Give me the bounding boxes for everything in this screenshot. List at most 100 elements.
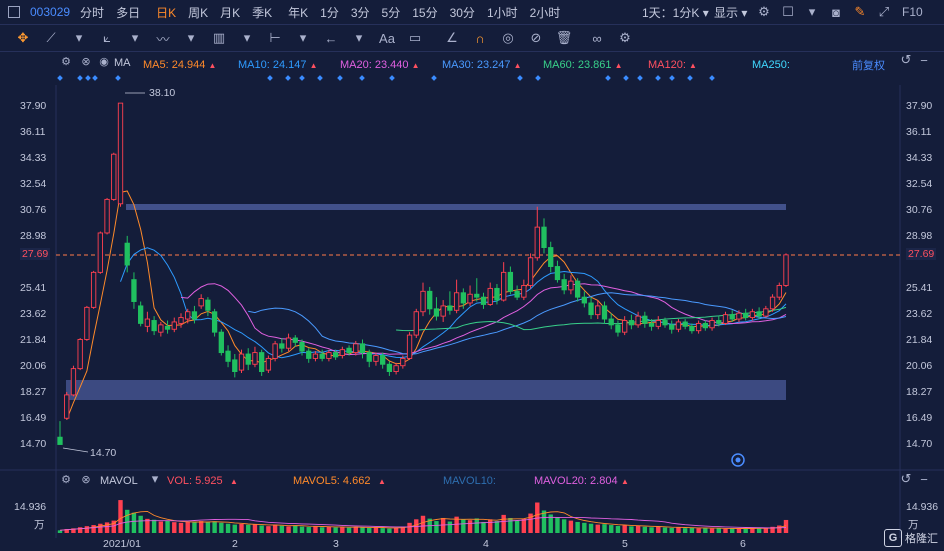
candle[interactable] [158, 324, 164, 333]
event-marker[interactable] [605, 75, 611, 81]
candle[interactable] [366, 352, 372, 362]
candle[interactable] [90, 271, 97, 308]
candle[interactable] [561, 279, 567, 291]
candle[interactable] [211, 311, 218, 333]
candle[interactable] [447, 305, 453, 311]
adjust-select[interactable]: 前复权 [852, 60, 885, 72]
candle[interactable] [669, 324, 675, 330]
candle[interactable] [285, 337, 292, 349]
event-marker[interactable] [655, 75, 661, 81]
event-marker[interactable] [285, 75, 291, 81]
candle[interactable] [326, 352, 332, 359]
candle[interactable] [675, 321, 682, 330]
candle[interactable] [548, 247, 554, 267]
candle[interactable] [581, 296, 587, 304]
candle[interactable] [763, 308, 769, 317]
undo-icon[interactable]: ↺ [900, 52, 912, 67]
event-marker[interactable] [669, 75, 675, 81]
period-tab[interactable]: 多日 [116, 5, 141, 20]
candle[interactable] [487, 287, 493, 305]
event-marker[interactable] [299, 75, 305, 81]
chevron-down-icon[interactable]: ▾ [299, 30, 307, 45]
candle[interactable] [259, 352, 265, 373]
candle[interactable] [292, 337, 298, 343]
candle[interactable] [729, 314, 735, 320]
candle[interactable] [635, 315, 641, 326]
ray-tool-icon[interactable]: ⟀ [103, 30, 111, 45]
candle[interactable] [608, 318, 614, 326]
hide-icon[interactable]: ⊘ [530, 30, 542, 45]
event-marker[interactable] [517, 75, 523, 81]
candle[interactable] [413, 311, 419, 336]
event-marker[interactable] [267, 75, 273, 81]
chart-tool-icon[interactable]: ▥ [212, 30, 226, 45]
candle[interactable] [312, 353, 319, 359]
period-tab[interactable]: 季K [252, 5, 273, 20]
candle[interactable] [595, 305, 601, 316]
candle[interactable] [554, 266, 561, 281]
candle[interactable] [57, 436, 63, 445]
candle[interactable] [474, 293, 480, 298]
candle[interactable] [104, 198, 110, 234]
event-marker[interactable] [85, 75, 91, 81]
measure-tool-icon[interactable]: ⊢ [269, 30, 281, 45]
period-tab[interactable]: 1小时 [486, 5, 518, 20]
chevron-down-icon[interactable]: ▾ [131, 30, 139, 45]
eye-icon[interactable]: ◉ [99, 55, 109, 68]
candle[interactable] [406, 334, 413, 359]
candle[interactable] [373, 355, 379, 362]
f10-button[interactable]: F10 [902, 5, 923, 19]
candle[interactable] [507, 271, 514, 292]
event-marker[interactable] [77, 75, 83, 81]
event-marker[interactable] [57, 75, 63, 81]
minus-icon[interactable]: − [920, 52, 928, 68]
gear-icon[interactable]: ⚙ [619, 30, 631, 45]
candle[interactable] [70, 368, 77, 396]
camera-icon[interactable]: ◙ [832, 4, 840, 20]
candle[interactable] [716, 320, 722, 324]
candle[interactable] [339, 349, 345, 356]
candle[interactable] [245, 353, 251, 365]
candle[interactable] [225, 350, 231, 362]
wave-tool-icon[interactable]: 〰 [156, 31, 170, 47]
candle[interactable] [622, 320, 628, 333]
candle[interactable] [440, 305, 446, 317]
candle[interactable] [655, 320, 661, 327]
comment-icon[interactable]: ▭ [408, 30, 422, 45]
line-tool-icon[interactable]: ⟋ [46, 30, 56, 45]
candle[interactable] [319, 353, 325, 359]
candle[interactable] [662, 320, 668, 326]
candle[interactable] [191, 311, 198, 320]
chevron-down-icon[interactable]: ▾ [151, 471, 159, 486]
interval-select[interactable]: 1天：1分K ▾ [642, 5, 709, 20]
event-marker[interactable] [359, 75, 365, 81]
period-tab[interactable]: 5分 [381, 5, 401, 20]
event-marker[interactable] [637, 75, 643, 81]
eye-icon[interactable]: ◎ [502, 30, 514, 45]
candle[interactable] [299, 341, 305, 352]
gear-icon[interactable]: ⚙ [758, 4, 770, 19]
ruler-icon[interactable]: ∠ [446, 30, 458, 45]
period-tab[interactable]: 年K [288, 5, 309, 20]
candle[interactable] [588, 302, 594, 316]
candle[interactable] [601, 305, 608, 320]
link-icon[interactable]: ∞ [592, 30, 602, 46]
undo-icon[interactable]: ↺ [900, 471, 912, 486]
candle[interactable] [144, 318, 151, 327]
candle[interactable] [453, 292, 460, 311]
candle[interactable] [252, 352, 258, 365]
candle[interactable] [386, 363, 393, 373]
candle[interactable] [218, 331, 224, 354]
period-tab[interactable]: 3分 [350, 5, 370, 20]
period-tab[interactable]: 分时 [80, 5, 105, 20]
gear-icon[interactable]: ⚙ [61, 473, 71, 486]
period-tab[interactable]: 1分 [320, 5, 339, 20]
candle[interactable] [164, 325, 171, 330]
candle[interactable] [642, 315, 648, 324]
candle[interactable] [238, 353, 245, 371]
event-marker[interactable] [92, 75, 98, 81]
event-marker[interactable] [317, 75, 323, 81]
candle[interactable] [628, 320, 635, 326]
candle[interactable] [521, 285, 527, 298]
candle[interactable] [494, 287, 500, 301]
